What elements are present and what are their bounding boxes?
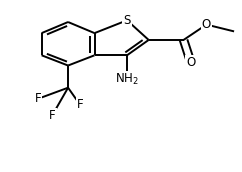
Text: O: O	[202, 18, 211, 31]
Text: F: F	[49, 109, 56, 121]
Text: F: F	[35, 92, 41, 105]
Text: S: S	[123, 14, 131, 27]
Text: NH$_2$: NH$_2$	[115, 72, 139, 87]
Text: F: F	[77, 98, 83, 111]
Text: O: O	[186, 56, 195, 69]
